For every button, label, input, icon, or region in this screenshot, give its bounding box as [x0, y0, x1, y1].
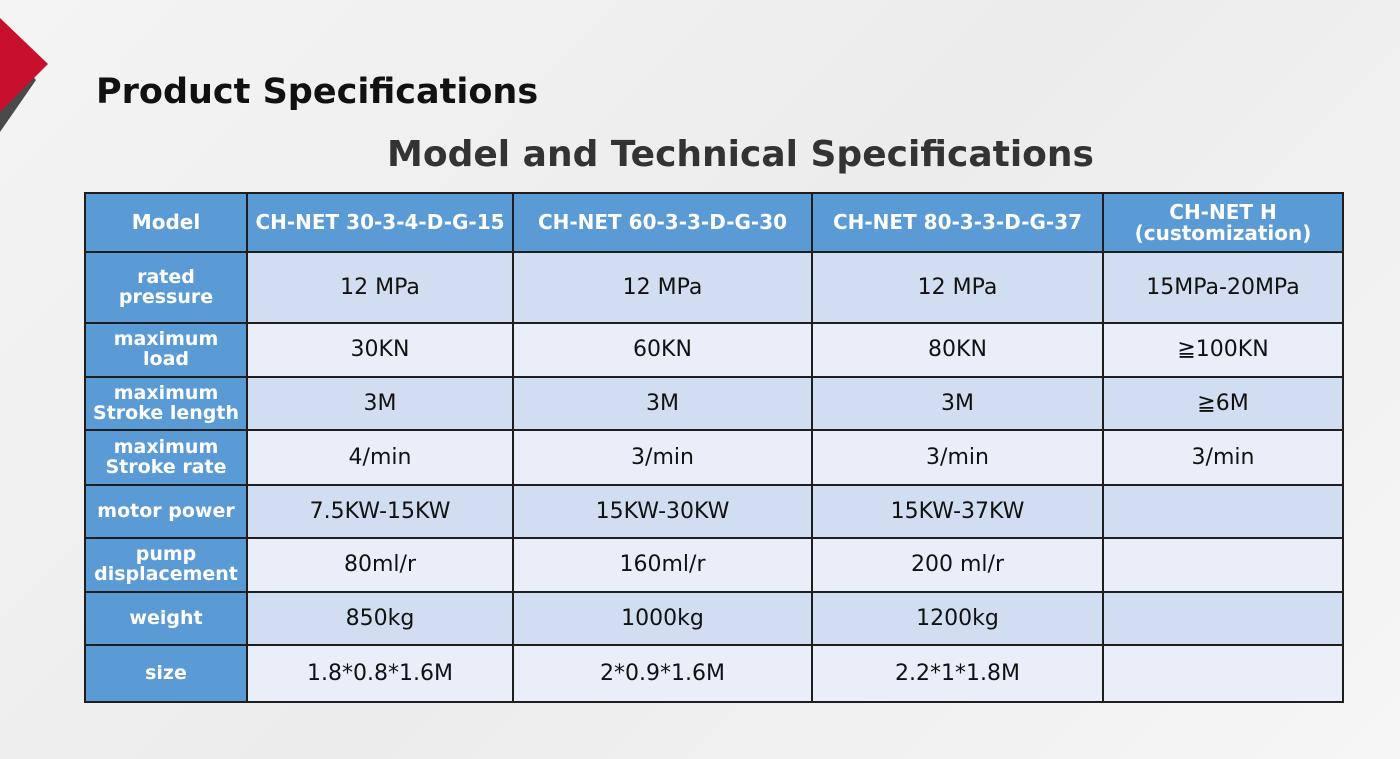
row-label: motor power	[84, 484, 248, 539]
cell: 3M	[512, 376, 813, 431]
cell: 3M	[811, 376, 1104, 431]
row-label: weight	[84, 591, 248, 646]
row-label: maximum Stroke rate	[84, 429, 248, 486]
table-row: maximum Stroke length 3M 3M 3M ≧6M	[84, 376, 1344, 431]
empty-cell	[1102, 484, 1344, 539]
cell: 1200kg	[811, 591, 1104, 646]
header-row: Model CH-NET 30-3-4-D-G-15 CH-NET 60-3-3-D…	[84, 192, 1344, 253]
corner-decoration	[0, 18, 48, 132]
table-row: weight 850kg 1000kg 1200kg	[84, 591, 1344, 646]
cell: 80ml/r	[246, 537, 514, 593]
cell: 1.8*0.8*1.6M	[246, 644, 514, 703]
spec-table: Model CH-NET 30-3-4-D-G-15 CH-NET 60-3-3-D…	[84, 192, 1344, 703]
row-label: rated pressure	[84, 251, 248, 324]
row-label: maximum load	[84, 322, 248, 378]
column-header: CH-NET 30-3-4-D-G-15	[246, 192, 514, 253]
table-row: size 1.8*0.8*1.6M 2*0.9*1.6M 2.2*1*1.8M	[84, 644, 1344, 703]
table-title: Model and Technical Specifications	[387, 134, 1094, 175]
row-label: pump displacement	[84, 537, 248, 593]
table-row: motor power 7.5KW-15KW 15KW-30KW 15KW-37KW	[84, 484, 1344, 539]
cell: 15KW-37KW	[811, 484, 1104, 539]
cell: ≧6M	[1102, 376, 1344, 431]
column-header: CH-NET 80-3-3-D-G-37	[811, 192, 1104, 253]
page-title: Product Specifications	[96, 72, 539, 112]
row-label: maximum Stroke length	[84, 376, 248, 431]
cell: 3/min	[512, 429, 813, 486]
cell: 200 ml/r	[811, 537, 1104, 593]
cell: 30KN	[246, 322, 514, 378]
cell: 7.5KW-15KW	[246, 484, 514, 539]
cell: 12 MPa	[811, 251, 1104, 324]
empty-cell	[1102, 644, 1344, 703]
column-header: CH-NET 60-3-3-D-G-30	[512, 192, 813, 253]
cell: 160ml/r	[512, 537, 813, 593]
cell: 3M	[246, 376, 514, 431]
empty-cell	[1102, 591, 1344, 646]
cell: 15KW-30KW	[512, 484, 813, 539]
cell: 12 MPa	[246, 251, 514, 324]
cell: 2.2*1*1.8M	[811, 644, 1104, 703]
empty-cell	[1102, 537, 1344, 593]
column-header: Model	[84, 192, 248, 253]
table-row: rated pressure 12 MPa 12 MPa 12 MPa 15MPa-20…	[84, 251, 1344, 324]
row-label: size	[84, 644, 248, 703]
table-row: maximum Stroke rate 4/min 3/min 3/min 3/min	[84, 429, 1344, 486]
cell: ≧100KN	[1102, 322, 1344, 378]
cell: 60KN	[512, 322, 813, 378]
cell: 15MPa-20MPa	[1102, 251, 1344, 324]
cell: 3/min	[1102, 429, 1344, 486]
cell: 850kg	[246, 591, 514, 646]
cell: 1000kg	[512, 591, 813, 646]
cell: 3/min	[811, 429, 1104, 486]
cell: 4/min	[246, 429, 514, 486]
table-row: maximum load 30KN 60KN 80KN ≧100KN	[84, 322, 1344, 378]
cell: 2*0.9*1.6M	[512, 644, 813, 703]
table-row: pump displacement 80ml/r 160ml/r 200 ml/r	[84, 537, 1344, 593]
column-header: CH-NET H (customization)	[1102, 192, 1344, 253]
cell: 12 MPa	[512, 251, 813, 324]
cell: 80KN	[811, 322, 1104, 378]
